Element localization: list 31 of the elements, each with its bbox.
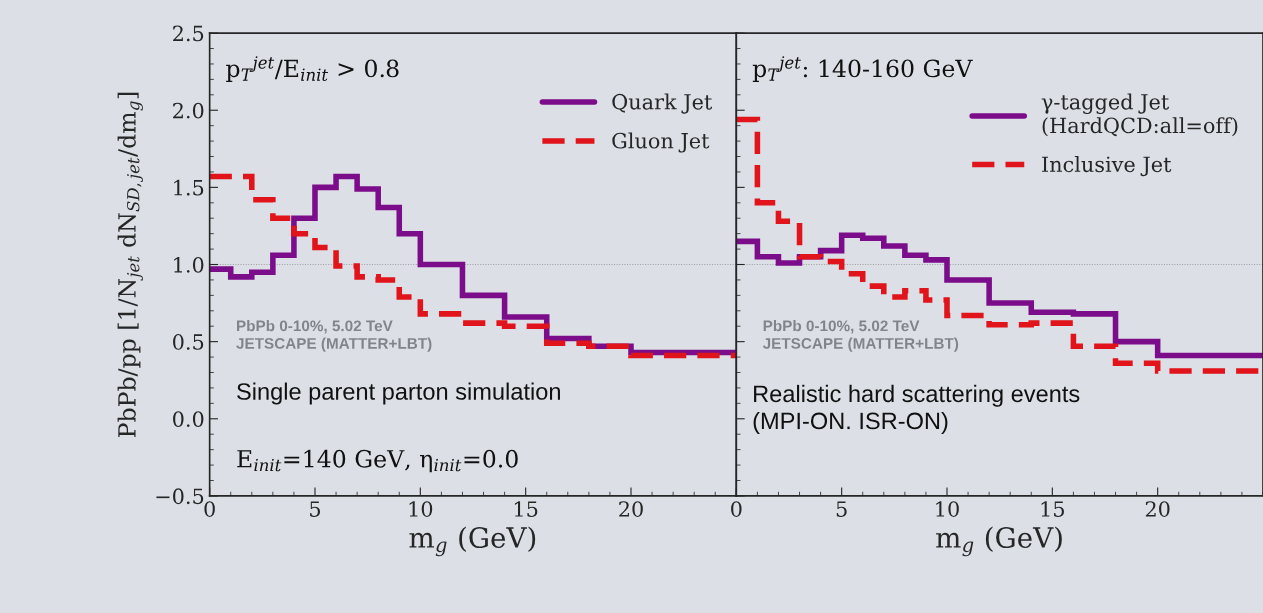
y-tick-label: 2.5 bbox=[173, 25, 204, 42]
x-tick-label: 0 bbox=[731, 501, 742, 517]
x-tick-label: 0 bbox=[204, 501, 215, 517]
annotation: PbPb 0-10%, 5.02 TeV JETSCAPE (MATTER+LBT) bbox=[236, 320, 432, 352]
x-tick-label: 5 bbox=[310, 501, 321, 517]
y-tick-label: 0.5 bbox=[173, 334, 204, 350]
x-tick-label: 20 bbox=[1145, 501, 1170, 517]
legend-label: Gluon Jet bbox=[612, 132, 710, 153]
x-tick-label: 15 bbox=[1041, 501, 1064, 517]
annotation: p$_{T}$$^{jet}$/E$_{init}$ > 0.8 bbox=[226, 56, 399, 82]
x-tick-label: 5 bbox=[836, 501, 847, 517]
legend-label: Quark Jet bbox=[612, 93, 713, 114]
x-tick-label: 20 bbox=[619, 501, 643, 517]
x-axis-title: m$_{g}$ (GeV) bbox=[409, 526, 536, 557]
x-tick-label: 10 bbox=[936, 501, 959, 517]
annotation: E$_{init}$=140 GeV, η$_{init}$=0.0 bbox=[237, 449, 518, 473]
x-tick-label: 10 bbox=[409, 501, 433, 517]
legend-label: γ-tagged Jet (HardQCD:all=off) bbox=[1041, 93, 1238, 137]
y-axis-title: PbPb/pp [1/N$_{jet}$ dN$_{SD,jet}$/dm$_{g}$] bbox=[117, 92, 143, 438]
legend-label: Inclusive Jet bbox=[1042, 156, 1172, 177]
y-tick-label: 0.0 bbox=[173, 411, 204, 427]
y-tick-label: 1.0 bbox=[174, 256, 204, 273]
y-tick-label: −0.5 bbox=[156, 488, 204, 505]
y-tick-label: 2.0 bbox=[173, 102, 204, 119]
annotation: Realistic hard scattering events (MPI-ON. ISR-ON) bbox=[753, 384, 1080, 434]
x-tick-label: 15 bbox=[514, 501, 538, 517]
annotation: Single parent parton simulation bbox=[237, 382, 560, 405]
x-axis-title: m$_{g}$ (GeV) bbox=[936, 526, 1062, 557]
annotation: p$_{T}$$^{jet}$: 140-160 GeV bbox=[752, 56, 973, 82]
y-tick-label: 1.5 bbox=[174, 179, 204, 196]
annotation: PbPb 0-10%, 5.02 TeV JETSCAPE (MATTER+LBT) bbox=[762, 320, 959, 352]
